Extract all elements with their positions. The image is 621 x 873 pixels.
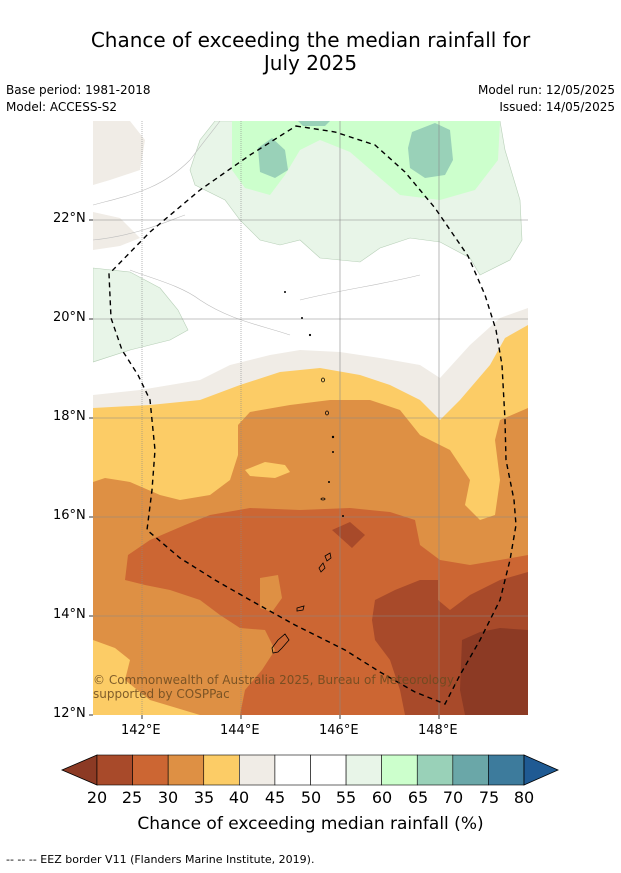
colorbar-cell xyxy=(416,754,454,786)
colorbar-tick-45: 45 xyxy=(264,788,286,807)
lat-label-18n: 18°N xyxy=(53,409,86,424)
lat-label-12n: 12°N xyxy=(53,706,86,721)
issued-date: Issued: 14/05/2025 xyxy=(499,100,615,114)
colorbar-cell xyxy=(310,754,347,786)
colorbar xyxy=(60,754,559,786)
colorbar-tick-70: 70 xyxy=(442,788,464,807)
colorbar-cell xyxy=(203,754,240,786)
model-run: Model run: 12/05/2025 xyxy=(477,83,615,97)
lon-label-142e: 142°E xyxy=(121,723,161,738)
colorbar-cell xyxy=(274,754,311,786)
islands xyxy=(271,290,344,654)
title-line-1: Chance of exceeding the median rainfall … xyxy=(90,28,531,52)
model-name: Model: ACCESS-S2 xyxy=(6,100,118,114)
lat-label-16n: 16°N xyxy=(53,508,86,523)
lat-label-22n: 22°N xyxy=(53,211,86,226)
colorbar-tick-80: 80 xyxy=(513,788,535,807)
lon-label-148e: 148°E xyxy=(418,723,458,738)
colorbar-tick-35: 35 xyxy=(193,788,215,807)
grid-lines xyxy=(93,121,528,715)
colorbar-tick-55: 55 xyxy=(335,788,357,807)
colorbar-tick-25: 25 xyxy=(121,788,143,807)
colorbar-tick-40: 40 xyxy=(228,788,250,807)
eez-footnote: -- -- -- EEZ border V11 (Flanders Marine… xyxy=(6,853,315,866)
colorbar-cell xyxy=(132,754,169,786)
title-line-2: July 2025 xyxy=(263,51,358,75)
colorbar-tick-60: 60 xyxy=(371,788,393,807)
colorbar-tick-65: 65 xyxy=(407,788,429,807)
colorbar-cell xyxy=(345,754,382,786)
colorbar-under-arrow xyxy=(60,754,98,786)
colorbar-cell xyxy=(452,754,489,786)
colorbar-cell xyxy=(96,754,133,786)
lon-label-144e: 144°E xyxy=(220,723,260,738)
colorbar-tick-50: 50 xyxy=(300,788,322,807)
lon-label-146e: 146°E xyxy=(319,723,359,738)
colorbar-cell xyxy=(167,754,205,786)
base-period: Base period: 1981-2018 xyxy=(6,83,151,97)
colorbar-cell xyxy=(381,754,418,786)
eez-border xyxy=(108,125,517,705)
copyright-notice: © Commonwealth of Australia 2025, Bureau… xyxy=(93,673,458,701)
lat-label-14n: 14°N xyxy=(53,607,86,622)
colorbar-tick-30: 30 xyxy=(157,788,179,807)
lat-label-20n: 20°N xyxy=(53,310,86,325)
colorbar-over-arrow xyxy=(523,754,559,786)
colorbar-cell xyxy=(239,754,276,786)
colorbar-label: Chance of exceeding median rainfall (%) xyxy=(137,814,484,834)
colorbar-tick-75: 75 xyxy=(478,788,500,807)
colorbar-cell xyxy=(488,754,525,786)
colorbar-tick-20: 20 xyxy=(86,788,108,807)
